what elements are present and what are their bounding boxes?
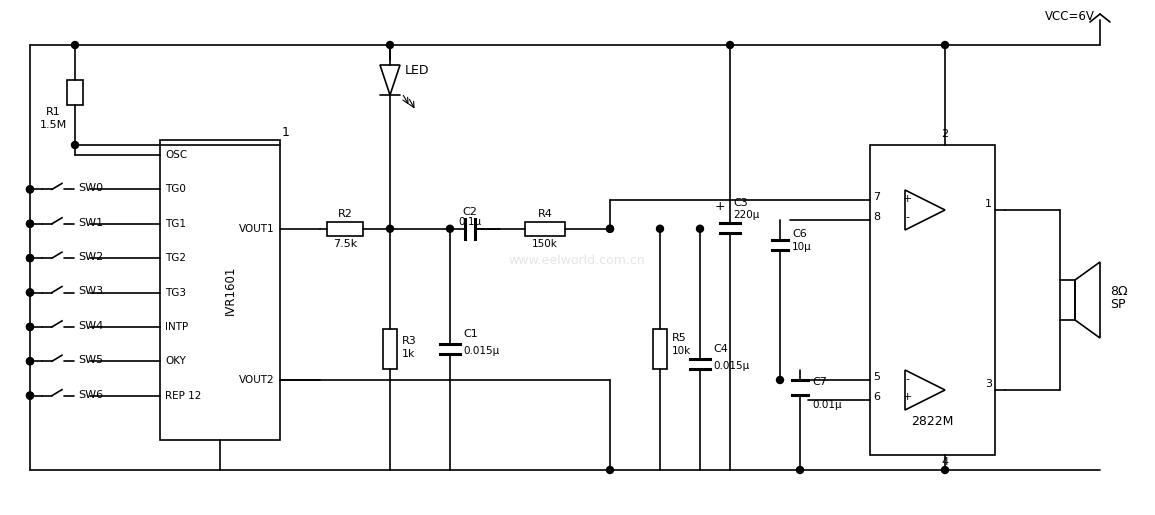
Text: LED: LED	[405, 63, 430, 77]
Text: VCC=6V: VCC=6V	[1045, 10, 1095, 23]
Text: -: -	[906, 374, 909, 384]
Circle shape	[27, 186, 33, 193]
Text: 0.015μ: 0.015μ	[713, 362, 750, 371]
Text: SW3: SW3	[79, 286, 103, 297]
Bar	[383, 330, 397, 369]
Circle shape	[726, 42, 733, 48]
Text: C3: C3	[733, 197, 747, 208]
Text: C6: C6	[792, 229, 806, 239]
Text: VOUT1: VOUT1	[239, 224, 275, 234]
Bar	[327, 222, 363, 236]
Circle shape	[387, 42, 394, 48]
Text: 5: 5	[873, 372, 880, 382]
Circle shape	[606, 225, 613, 232]
Bar	[653, 330, 666, 369]
Circle shape	[27, 358, 33, 365]
Text: 7.5k: 7.5k	[333, 239, 357, 249]
Text: SP: SP	[1110, 298, 1125, 311]
Text: R2: R2	[337, 209, 352, 219]
Text: SW1: SW1	[79, 218, 103, 228]
Text: 0.01μ: 0.01μ	[812, 400, 842, 410]
Text: REP 12: REP 12	[165, 390, 201, 401]
Circle shape	[27, 254, 33, 262]
Text: 10μ: 10μ	[792, 242, 812, 252]
Circle shape	[27, 358, 33, 365]
Bar	[67, 80, 83, 105]
Text: TG2: TG2	[165, 253, 186, 263]
Circle shape	[27, 220, 33, 227]
Bar	[870, 145, 994, 455]
Circle shape	[27, 254, 33, 262]
Circle shape	[27, 289, 33, 296]
Text: SW4: SW4	[79, 321, 103, 331]
Circle shape	[941, 467, 948, 473]
Text: 8Ω: 8Ω	[1110, 285, 1127, 298]
Text: +: +	[715, 199, 725, 213]
Text: 1: 1	[282, 126, 290, 139]
Text: R5: R5	[672, 333, 687, 344]
Text: SW6: SW6	[79, 390, 103, 400]
Text: 2822M: 2822M	[911, 415, 954, 428]
Text: R3: R3	[402, 336, 417, 347]
Text: 8: 8	[873, 212, 880, 222]
Text: 150k: 150k	[532, 239, 558, 249]
Text: TG0: TG0	[165, 184, 186, 194]
Circle shape	[27, 289, 33, 296]
Circle shape	[606, 467, 613, 473]
Text: www.eelworld.com.cn: www.eelworld.com.cn	[508, 253, 646, 266]
Circle shape	[72, 42, 79, 48]
Text: +: +	[902, 392, 911, 402]
Text: IVR1601: IVR1601	[224, 265, 237, 315]
Text: 1: 1	[985, 199, 992, 209]
Text: 0.1μ: 0.1μ	[459, 217, 482, 227]
Text: C7: C7	[812, 377, 827, 387]
Text: SW2: SW2	[79, 252, 103, 262]
Text: C1: C1	[463, 330, 478, 339]
Circle shape	[606, 225, 613, 232]
Text: OKY: OKY	[165, 356, 186, 366]
Text: 0.015μ: 0.015μ	[463, 347, 499, 356]
Circle shape	[27, 392, 33, 399]
Text: R4: R4	[537, 209, 552, 219]
Circle shape	[27, 186, 33, 193]
Circle shape	[72, 142, 79, 148]
Text: TG3: TG3	[165, 287, 186, 298]
Text: 1k: 1k	[402, 349, 416, 359]
Text: 220μ: 220μ	[733, 211, 759, 220]
Circle shape	[797, 467, 804, 473]
Circle shape	[656, 225, 663, 232]
Text: +: +	[902, 194, 911, 204]
Text: 4: 4	[941, 457, 948, 467]
Text: 2: 2	[941, 129, 948, 139]
Bar	[526, 222, 565, 236]
Text: C2: C2	[462, 207, 477, 217]
Text: VOUT2: VOUT2	[239, 375, 275, 385]
Text: 10k: 10k	[672, 347, 691, 356]
Text: 1.5M: 1.5M	[39, 120, 67, 130]
Text: OSC: OSC	[165, 150, 187, 160]
Text: C4: C4	[713, 345, 728, 354]
Text: SW5: SW5	[79, 355, 103, 365]
Bar	[1060, 280, 1075, 320]
Text: 6: 6	[873, 392, 880, 402]
Text: TG1: TG1	[165, 219, 186, 229]
Circle shape	[27, 220, 33, 227]
Circle shape	[27, 323, 33, 331]
Circle shape	[387, 225, 394, 232]
Text: 3: 3	[985, 379, 992, 389]
Circle shape	[696, 225, 703, 232]
Circle shape	[776, 376, 783, 384]
Circle shape	[447, 225, 454, 232]
Text: R1: R1	[46, 107, 60, 117]
Text: 7: 7	[873, 192, 880, 202]
Circle shape	[27, 323, 33, 331]
Circle shape	[27, 392, 33, 399]
Text: SW0: SW0	[79, 183, 103, 193]
Bar	[161, 140, 280, 440]
Text: -: -	[906, 212, 909, 222]
Text: INTP: INTP	[165, 322, 188, 332]
Circle shape	[941, 42, 948, 48]
